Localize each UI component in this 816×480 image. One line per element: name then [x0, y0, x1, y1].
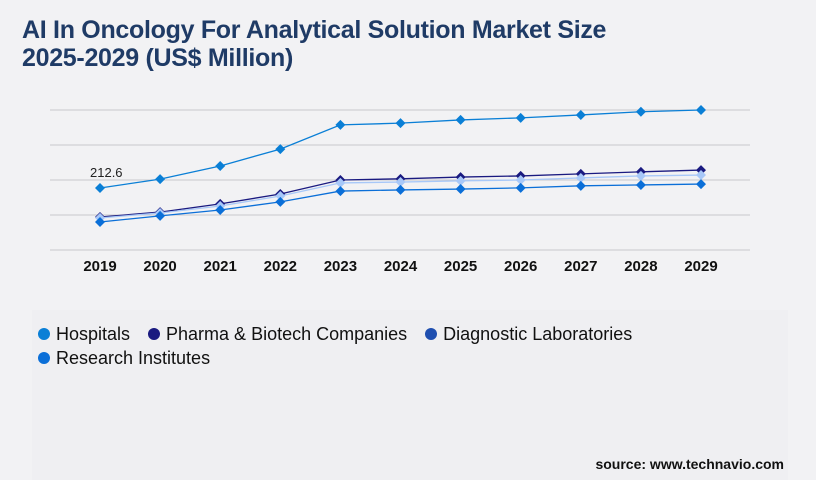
data-point [515, 182, 526, 193]
legend-label: Pharma & Biotech Companies [166, 323, 408, 344]
data-point [455, 114, 466, 125]
legend: Hospitals Pharma & Biotech Companies Diagn… [38, 322, 778, 370]
x-tick-label: 2021 [204, 258, 237, 275]
x-tick-label: 2029 [684, 258, 717, 275]
data-point [575, 180, 586, 191]
data-point [275, 191, 286, 202]
legend-label: Research Institutes [56, 347, 211, 368]
legend-marker-icon [38, 352, 50, 364]
data-point [635, 179, 646, 190]
x-tick-label: 2023 [324, 258, 357, 275]
legend-item: Research Institutes [38, 346, 210, 370]
title-line-2: 2025-2029 (US$ Million) [22, 44, 293, 72]
legend-marker-icon [425, 328, 438, 340]
data-point [696, 179, 706, 190]
x-tick-label: 2024 [384, 258, 418, 275]
data-point [635, 170, 646, 181]
x-tick-label: 2022 [264, 258, 297, 275]
data-point [275, 196, 286, 207]
legend-item: Hospitals [38, 322, 130, 346]
x-tick-label: 2025 [444, 258, 477, 275]
legend-item: Pharma & Biotech Companies [148, 322, 407, 346]
data-point [275, 144, 286, 155]
x-tick-label: 2028 [624, 258, 657, 275]
data-point [455, 175, 466, 186]
data-label: 212.6 [90, 165, 123, 180]
x-tick-label: 2027 [564, 258, 597, 275]
title-line-1: AI In Oncology For Analytical Solution M… [22, 16, 607, 44]
data-point [215, 205, 226, 216]
legend-label: Hospitals [56, 323, 131, 344]
x-tick-label: 2020 [143, 258, 176, 275]
data-point [215, 161, 226, 171]
data-point [515, 112, 526, 123]
data-point [575, 109, 586, 120]
data-point [395, 177, 406, 188]
legend-marker-icon [148, 328, 161, 340]
data-point [395, 118, 406, 129]
data-point [635, 106, 646, 117]
legend-label: Diagnostic Laboratories [443, 323, 633, 344]
data-point [335, 119, 346, 130]
x-tick-label: 2026 [504, 258, 537, 275]
data-point [455, 184, 466, 195]
data-point [155, 174, 166, 185]
legend-item: Diagnostic Laboratories [425, 322, 632, 346]
data-point [575, 172, 586, 183]
legend-marker-icon [38, 328, 50, 340]
data-point [515, 175, 526, 185]
data-point [696, 105, 706, 115]
chart-title: AI In Oncology For Analytical Solution M… [22, 16, 606, 72]
data-point [335, 177, 346, 188]
data-point [95, 217, 105, 227]
data-point [95, 182, 105, 193]
data-point [696, 170, 706, 181]
line-chart: 2019 2020 2021 2022 2023 2024 2025 2026 2027 2028… [50, 105, 750, 275]
data-point [335, 186, 346, 197]
source-text: source: www.technavio.com [595, 456, 784, 472]
data-point [395, 184, 406, 195]
data-point [155, 210, 166, 221]
x-tick-label: 2019 [83, 258, 116, 275]
